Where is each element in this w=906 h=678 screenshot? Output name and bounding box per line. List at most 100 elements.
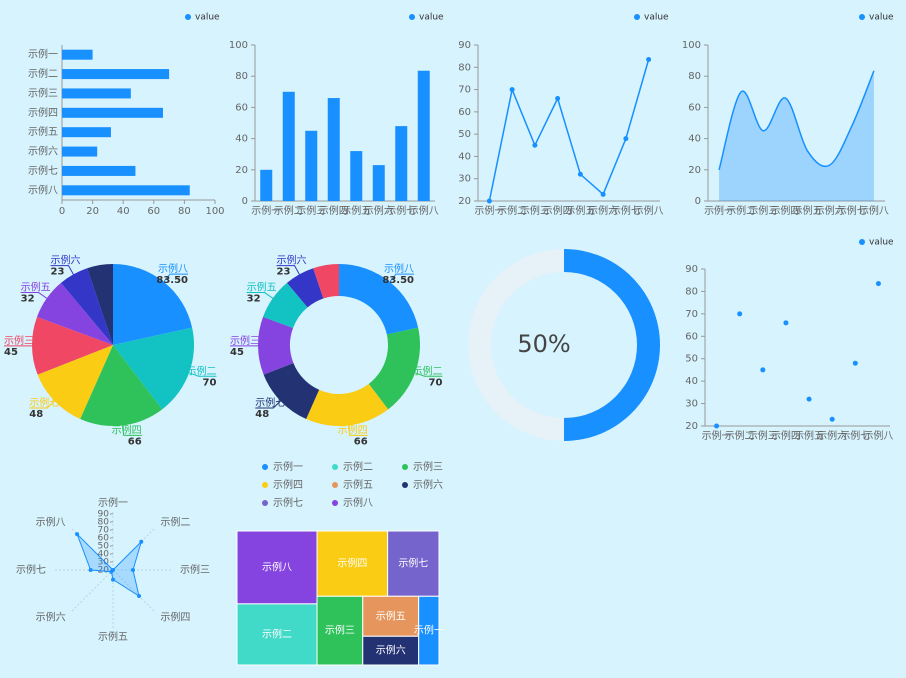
legend-marker [185, 14, 191, 20]
treemap-cell [362, 635, 420, 666]
slice [368, 327, 420, 410]
treemap-cell [236, 603, 318, 666]
slice-label: 示例五 [21, 281, 51, 294]
r-tick-label: 20 [98, 566, 110, 576]
slice-label: 示例七 [29, 396, 59, 409]
x-tick-label: 示例二 [497, 204, 527, 217]
x-tick-label: 示例七 [840, 429, 870, 442]
legend-label: 示例四 [273, 478, 303, 491]
y-tick-label: 示例六 [28, 145, 58, 158]
y-tick-label: 80 [235, 71, 248, 82]
slice [306, 383, 389, 426]
x-tick-label: 示例一 [702, 429, 732, 442]
legend-label: 示例三 [413, 460, 443, 473]
y-tick-label: 100 [229, 40, 248, 51]
slice-label: 示例二 [412, 364, 442, 377]
radar-point [75, 532, 80, 537]
treemap-label: 示例七 [398, 557, 428, 570]
label-line [29, 400, 55, 409]
legend-marker [402, 464, 408, 470]
x-tick-label: 示例七 [837, 204, 867, 217]
radar-point [131, 568, 135, 572]
point [532, 142, 538, 148]
slice-value: 83.50 [156, 275, 188, 286]
slice [113, 264, 193, 345]
x-tick-label: 示例五 [793, 204, 823, 217]
slice-value: 66 [354, 436, 368, 447]
bar [62, 146, 98, 157]
legend-label: 示例六 [413, 478, 443, 491]
x-tick-label: 100 [205, 206, 224, 217]
x-tick-label: 示例六 [817, 429, 847, 442]
y-tick-label: 0 [242, 196, 248, 207]
radar-point [111, 577, 115, 582]
x-tick-label: 80 [178, 206, 191, 217]
label-line [414, 372, 443, 377]
legend-label: 示例五 [343, 478, 373, 491]
slice-value: 70 [429, 377, 443, 388]
radar-area [76, 533, 142, 598]
slice-value: 32 [21, 294, 35, 305]
y-tick-label: 示例二 [28, 67, 58, 80]
area-line [718, 70, 875, 171]
legend-marker [634, 14, 640, 20]
x-tick-label: 20 [86, 206, 99, 217]
slice [87, 264, 113, 345]
bar [350, 151, 363, 201]
x-tick-label: 示例八 [863, 429, 893, 442]
bar [62, 69, 170, 80]
treemap-label: 示例一 [414, 624, 444, 637]
treemap-label: 示例三 [325, 624, 355, 637]
line [488, 59, 650, 202]
x-tick-label: 示例八 [859, 204, 889, 217]
point [623, 136, 629, 142]
y-tick-label: 示例八 [28, 183, 58, 196]
spoke [70, 569, 114, 613]
radar-point [88, 568, 93, 572]
x-tick-label: 示例一 [474, 204, 504, 217]
radar-point [109, 569, 114, 574]
slice-label: 示例三 [230, 334, 260, 347]
slice-value: 45 [230, 347, 244, 358]
gauge-bar [564, 249, 661, 441]
x-tick-label: 示例五 [565, 204, 595, 217]
x-tick-label: 示例七 [386, 204, 416, 217]
legend-marker [332, 500, 338, 506]
y-tick-label: 100 [682, 40, 701, 51]
y-tick-label: 60 [685, 331, 698, 342]
bar [260, 169, 273, 201]
y-tick-label: 40 [688, 134, 701, 145]
slice [37, 282, 113, 345]
point [600, 191, 606, 197]
slice-value: 32 [247, 294, 261, 305]
legend-label: value [419, 13, 444, 23]
x-tick-label: 示例六 [588, 204, 618, 217]
y-tick-label: 20 [685, 421, 698, 432]
y-tick-label: 60 [458, 107, 471, 118]
y-tick-label: 80 [458, 62, 471, 73]
point [875, 281, 881, 287]
y-tick-label: 20 [458, 196, 471, 207]
x-tick-label: 示例二 [274, 204, 304, 217]
y-tick-label: 60 [235, 102, 248, 113]
legend-label: value [869, 238, 894, 248]
legend-label: value [869, 13, 894, 23]
x-tick-label: 示例二 [725, 429, 755, 442]
y-tick-label: 70 [685, 309, 698, 320]
x-tick-label: 示例四 [319, 204, 349, 217]
y-tick-label: 示例五 [28, 125, 58, 138]
x-tick-label: 示例六 [815, 204, 845, 217]
legend-marker [262, 464, 268, 470]
slice-label: 示例三 [4, 334, 34, 347]
x-tick-label: 示例一 [251, 204, 281, 217]
y-tick-label: 40 [685, 376, 698, 387]
x-tick-label: 示例一 [704, 204, 734, 217]
bar [62, 165, 136, 176]
r-tick-label: 80 [98, 518, 110, 528]
bar [395, 126, 408, 201]
spoke [112, 569, 156, 613]
y-tick-label: 90 [458, 40, 471, 51]
legend-label: value [644, 13, 669, 23]
slice [339, 264, 419, 335]
point [783, 320, 789, 326]
